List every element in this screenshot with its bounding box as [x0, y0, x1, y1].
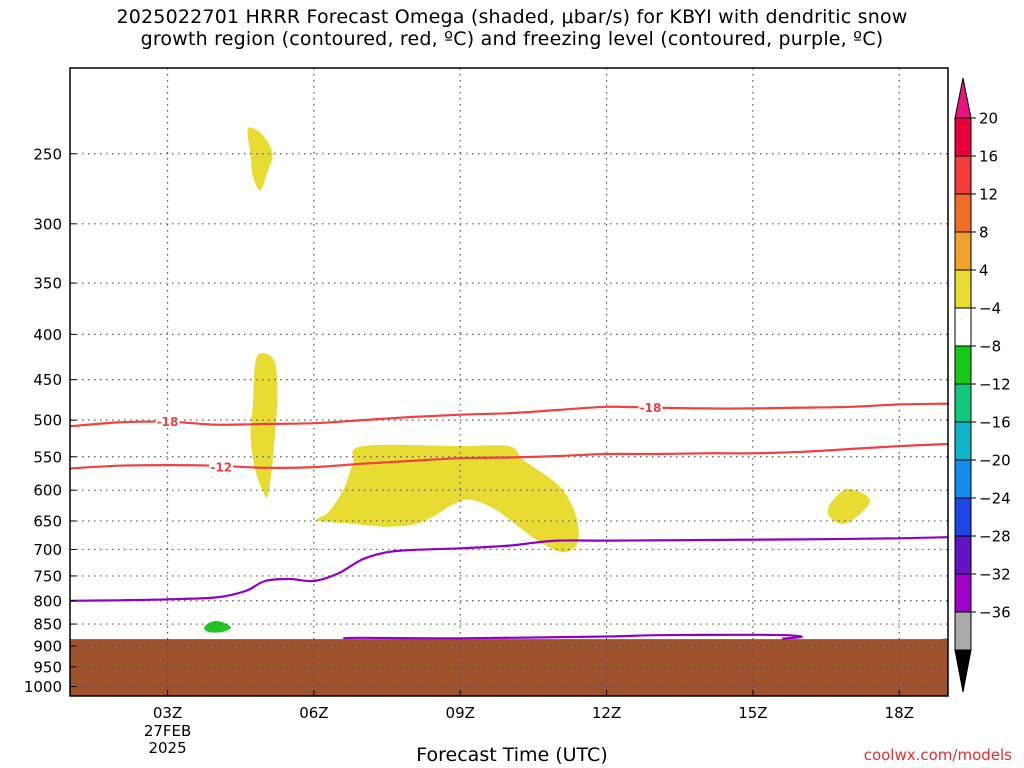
x-tick-label-06Z: 06Z — [299, 704, 328, 722]
colorbar-segment-6 — [954, 307, 972, 347]
dgz-contour-label: -18 — [157, 415, 179, 429]
colorbar-segment-10 — [954, 459, 972, 499]
dgz-label-bg — [638, 400, 663, 414]
colorbar-segment-12 — [954, 535, 972, 575]
x-tick-label-18Z: 18Z — [885, 704, 914, 722]
x-tick-label-03Z: 03Z — [153, 704, 182, 722]
plot-area: -18 -18 -12 — [70, 68, 948, 696]
colorbar-segment-14 — [954, 611, 972, 651]
dgz-label-bg — [209, 460, 234, 474]
omega-region-3 — [315, 444, 579, 553]
colorbar-label: −32 — [979, 566, 1011, 584]
colorbar-segment-8 — [954, 383, 972, 423]
site-credit: coolwx.com/models — [863, 746, 1012, 764]
colorbar-top-arrow — [954, 77, 972, 119]
axes: 250 300 350 400 450 500 550 600 650 700 750 800 850 9… — [24, 67, 949, 757]
colorbar-label: 4 — [979, 262, 989, 280]
colorbar-segment-4 — [954, 231, 972, 271]
colorbar-segment-5 — [954, 269, 972, 309]
colorbar-label: −28 — [979, 528, 1011, 546]
chart-title: 2025022701 HRRR Forecast Omega (shaded, … — [116, 6, 908, 50]
colorbar-label: −24 — [979, 490, 1011, 508]
x-tick-sublabel: 2025 — [148, 739, 186, 757]
colorbar-label: −4 — [979, 300, 1001, 318]
colorbar-label: −36 — [979, 604, 1011, 622]
colorbar-segment-11 — [954, 497, 972, 537]
y-tick-label-450: 450 — [33, 371, 62, 389]
y-tick-label-400: 400 — [33, 326, 62, 344]
y-tick-label-750: 750 — [33, 567, 62, 585]
omega-region-1 — [247, 127, 273, 191]
colorbar-bottom-arrow — [954, 649, 972, 693]
x-tick-label-12Z: 12Z — [592, 704, 621, 722]
plot-frame — [69, 67, 949, 697]
dgz-label-bg — [155, 414, 180, 428]
y-tick-label-800: 800 — [33, 592, 62, 610]
y-tick-label-550: 550 — [33, 448, 62, 466]
y-tick-label-350: 350 — [33, 275, 62, 293]
colorbar-label: 12 — [979, 186, 998, 204]
omega-region-5 — [204, 621, 231, 633]
y-tick-label-950: 950 — [33, 658, 62, 676]
x-tick-label-15Z: 15Z — [738, 704, 767, 722]
x-axis-label: Forecast Time (UTC) — [416, 744, 608, 766]
colorbar-segment-13 — [954, 573, 972, 613]
colorbar-segment-1 — [954, 117, 972, 157]
colorbar-segment-2 — [954, 155, 972, 195]
y-tick-label-700: 700 — [33, 541, 62, 559]
y-tick-label-500: 500 — [33, 412, 62, 430]
colorbar-label: 8 — [979, 224, 989, 242]
colorbar-label: −16 — [979, 414, 1011, 432]
colorbar-segment-7 — [954, 345, 972, 385]
dgz-contour-label: -12 — [210, 461, 232, 475]
y-tick-label-900: 900 — [33, 638, 62, 656]
colorbar-segment-3 — [954, 193, 972, 233]
freezing-level-near-surface — [343, 633, 803, 640]
dgz-contour-label: -18 — [640, 401, 662, 415]
y-tick-label-600: 600 — [33, 482, 62, 500]
freezing-level-line — [70, 536, 948, 602]
x-tick-sublabel: 27FEB — [144, 722, 191, 740]
dgz-contour-minus18 — [70, 402, 948, 428]
colorbar-segment-9 — [954, 421, 972, 461]
colorbar: 20 16 12 8 4 −4 −8 −12 −16 −20 −24 −28 −32 −36 — [954, 77, 1011, 693]
omega-region-4 — [827, 488, 871, 524]
colorbar-label: 20 — [979, 110, 998, 128]
y-tick-label-300: 300 — [33, 215, 62, 233]
colorbar-label: −8 — [979, 338, 1001, 356]
omega-region-2 — [250, 353, 278, 499]
x-tick-label-09Z: 09Z — [446, 704, 475, 722]
y-tick-label-1000: 1000 — [24, 678, 62, 696]
colorbar-label: −12 — [979, 376, 1011, 394]
plot-clip-group: -18 -18 -12 — [70, 68, 948, 696]
colorbar-label: 16 — [979, 148, 998, 166]
y-tick-label-850: 850 — [33, 616, 62, 634]
y-tick-label-250: 250 — [33, 145, 62, 163]
colorbar-label: −20 — [979, 452, 1011, 470]
y-tick-label-650: 650 — [33, 512, 62, 530]
